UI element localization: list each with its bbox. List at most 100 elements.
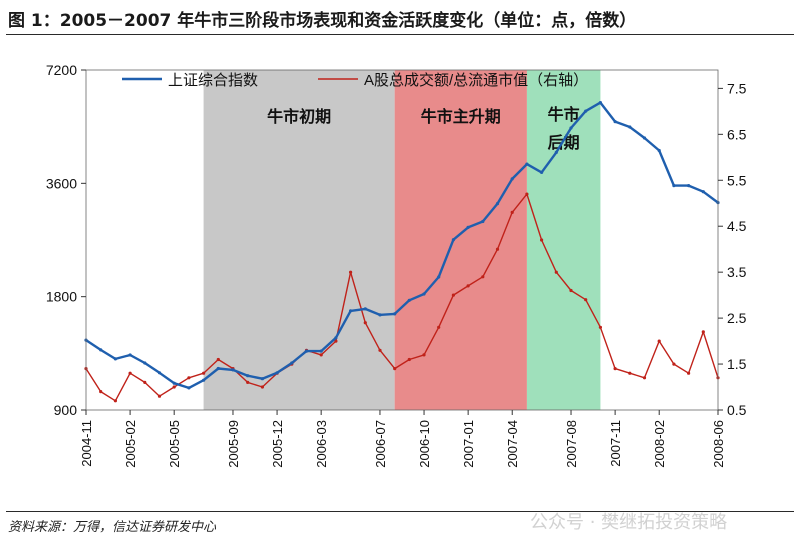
index-point	[231, 368, 235, 372]
index-point	[657, 148, 661, 153]
turnover-ratio-point	[99, 390, 103, 394]
turnover-ratio-point	[481, 275, 485, 279]
index-point	[613, 120, 617, 124]
index-point	[540, 170, 544, 174]
turnover-ratio-point	[451, 293, 455, 297]
x-axis-tick-label: 2007-11	[608, 420, 623, 467]
index-point	[687, 184, 691, 188]
right-axis-tick-label: 4.5	[727, 218, 747, 234]
phase-band	[394, 70, 527, 410]
x-axis-tick-label: 2007-04	[505, 420, 520, 468]
turnover-ratio-point	[363, 321, 367, 325]
index-point	[584, 109, 588, 113]
turnover-ratio-point	[187, 376, 191, 380]
index-point	[113, 357, 117, 361]
index-point	[525, 162, 529, 166]
x-axis-tick-label: 2006-03	[314, 420, 329, 468]
index-point	[569, 126, 573, 130]
turnover-ratio-point	[128, 371, 132, 375]
legend-label: 上证综合指数	[168, 72, 258, 89]
index-point	[422, 292, 426, 296]
turnover-ratio-point	[260, 385, 264, 389]
phase-label: 牛市	[548, 105, 580, 124]
index-point	[128, 353, 132, 357]
index-point	[554, 150, 558, 154]
watermark: 公众号 · 樊继拓投资策略	[530, 512, 728, 533]
turnover-ratio-point	[113, 399, 117, 403]
turnover-ratio-line	[85, 193, 719, 402]
right-axis-tick-label: 1.5	[727, 356, 747, 372]
left-axis-tick-label: 3600	[46, 175, 77, 191]
turnover-ratio-point	[216, 357, 220, 362]
index-point	[451, 238, 455, 242]
index-point	[246, 374, 250, 378]
index-point	[393, 312, 397, 316]
index-point	[437, 275, 441, 279]
index-point	[216, 366, 220, 371]
turnover-ratio-point	[143, 380, 147, 384]
source-note: 资料来源：万得，信达证券研发中心	[8, 520, 217, 535]
index-point	[701, 190, 705, 194]
turnover-ratio-point	[701, 330, 705, 334]
index-point	[99, 348, 103, 352]
turnover-ratio-point	[349, 270, 353, 274]
x-axis-tick-label: 2005-05	[167, 420, 182, 468]
series-layer	[84, 101, 720, 403]
x-axis-tick-label: 2005-09	[226, 420, 241, 468]
turnover-ratio-point	[172, 385, 176, 389]
left-axis-tick-label: 900	[54, 402, 78, 418]
index-point	[304, 349, 309, 353]
plot-frame	[85, 69, 719, 411]
phase-label: 牛市主升期	[421, 107, 501, 126]
index-line	[85, 101, 719, 390]
turnover-ratio-point	[642, 376, 647, 380]
phase-band	[203, 70, 395, 410]
x-axis-tick-label: 2007-01	[461, 420, 476, 468]
index-point	[275, 371, 279, 375]
index-point	[260, 377, 264, 381]
x-axis-tick-label: 2006-10	[417, 420, 432, 468]
turnover-ratio-point	[202, 371, 206, 375]
x-axis-tick-label: 2007-08	[564, 420, 579, 468]
turnover-ratio-point	[510, 210, 514, 214]
index-point	[202, 378, 206, 382]
turnover-ratio-point	[466, 284, 470, 288]
index-point	[481, 219, 485, 224]
index-point	[334, 336, 338, 340]
source-rule	[6, 511, 794, 512]
turnover-ratio-point	[613, 367, 617, 371]
right-axis-tick-label: 7.5	[727, 80, 747, 96]
turnover-ratio-point	[407, 357, 411, 362]
index-point	[319, 349, 323, 353]
turnover-ratio-point	[393, 367, 397, 371]
turnover-ratio-point	[422, 353, 426, 357]
index-point	[510, 177, 514, 181]
turnover-ratio-point	[540, 238, 544, 242]
turnover-ratio-point	[584, 298, 588, 302]
turnover-ratio-point	[569, 288, 573, 293]
index-point	[628, 125, 632, 129]
x-axis-tick-label: 2008-06	[711, 420, 726, 468]
turnover-ratio-point	[628, 371, 632, 375]
index-point	[378, 313, 382, 317]
turnover-ratio-point	[437, 325, 441, 329]
turnover-ratio-point	[334, 339, 338, 343]
index-point	[349, 309, 353, 313]
turnover-ratio-point	[525, 192, 529, 196]
right-axis-tick-label: 6.5	[727, 126, 747, 142]
right-axis-tick-label: 3.5	[727, 264, 747, 280]
x-axis-tick-label: 2006-07	[373, 420, 388, 468]
legend: 上证综合指数 A股总成交额/总流通市值（右轴）	[122, 71, 588, 89]
phase-band	[526, 70, 601, 410]
turnover-ratio-point	[319, 353, 323, 357]
index-point	[363, 307, 367, 311]
x-axis-tick-label: 2008-02	[652, 420, 667, 468]
index-point	[143, 361, 147, 365]
right-axis-tick-label: 0.5	[727, 402, 747, 418]
turnover-ratio-point	[246, 380, 250, 384]
turnover-ratio-point	[598, 325, 603, 329]
axes: 900 1800 3600 7200 0.5 1.5 2.5 3.5 4.5 5.5 6.5 7.5 2…	[46, 62, 747, 468]
index-point	[495, 202, 500, 206]
index-point	[157, 371, 162, 375]
